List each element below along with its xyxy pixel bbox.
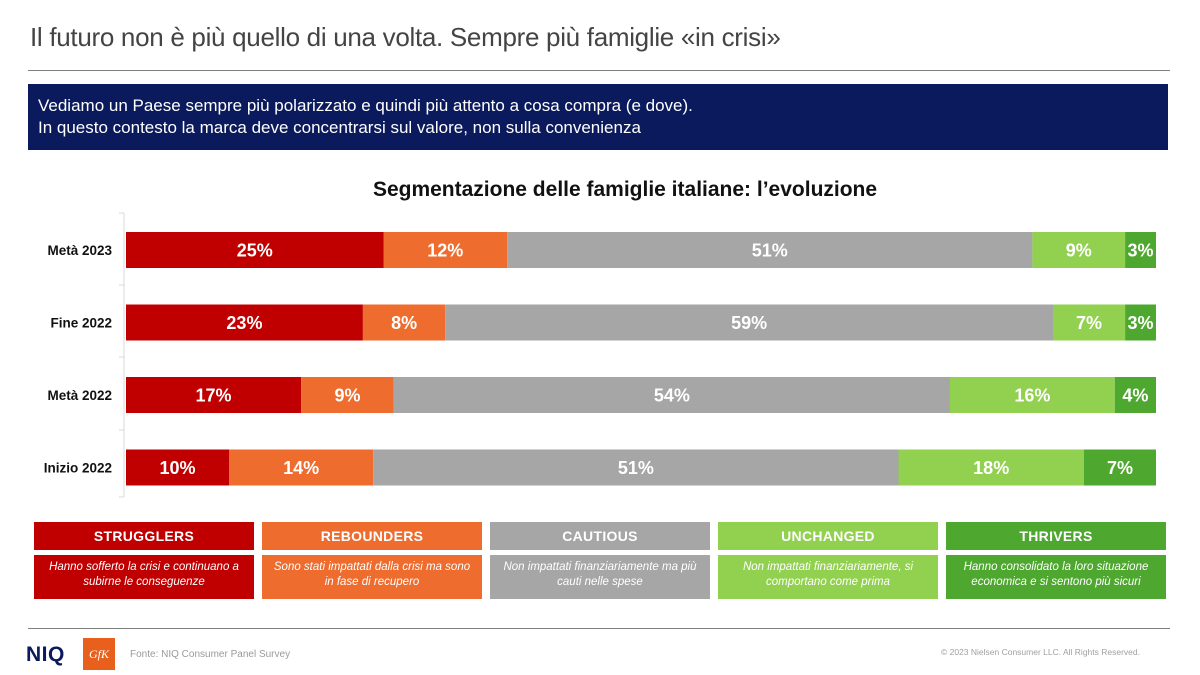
data-label: 4%	[1122, 386, 1148, 406]
data-label: 51%	[618, 458, 654, 478]
banner-line-1: Vediamo un Paese sempre più polarizzato …	[38, 96, 693, 115]
category-label: Inizio 2022	[44, 461, 112, 476]
bar-segment-rebounders	[229, 449, 374, 486]
data-label: 10%	[159, 458, 195, 478]
data-label: 23%	[226, 313, 262, 333]
data-label: 16%	[1014, 386, 1050, 406]
bar-segment-unchanged	[1032, 232, 1126, 268]
data-label: 51%	[752, 241, 788, 261]
data-label: 12%	[427, 241, 463, 261]
legend-item-rebounders: REBOUNDERS Sono stati impattati dalla cri…	[262, 522, 482, 599]
data-label: 9%	[1066, 241, 1092, 261]
chart-title-wrap: Segmentazione delle famiglie italiane: l…	[0, 178, 1200, 202]
legend-segment-name: REBOUNDERS	[262, 522, 482, 550]
bar-segment-strugglers	[126, 449, 229, 486]
stacked-bar-chart: Metà 2023 25% 12% 51% 9% 3% Fine 2022 23% 8% 59% 7…	[44, 212, 1156, 498]
data-label: 8%	[391, 313, 417, 333]
data-label: 7%	[1107, 458, 1133, 478]
bar-segment-rebounders	[383, 232, 508, 268]
gfk-logo: GfK	[83, 638, 115, 670]
bar-segment-cautious	[393, 377, 950, 413]
legend-segment-description: Hanno sofferto la crisi e continuano a s…	[34, 555, 254, 599]
bar-segment-cautious	[445, 304, 1053, 341]
bar-segment-thrivers	[1125, 232, 1156, 268]
copyright-note: © 2023 Nielsen Consumer LLC. All Rights …	[940, 647, 1140, 657]
legend-item-strugglers: STRUGGLERS Hanno sofferto la crisi e cont…	[34, 522, 254, 599]
bar-segment-strugglers	[126, 377, 302, 413]
bar-segment-unchanged	[898, 449, 1084, 486]
legend-item-cautious: CAUTIOUS Non impattati finanziariamente m…	[490, 522, 710, 599]
legend-segment-description: Hanno consolidato la loro situazione eco…	[946, 555, 1166, 599]
legend-segment-name: CAUTIOUS	[490, 522, 710, 550]
footer-divider	[28, 628, 1170, 629]
legend-segment-description: Sono stati impattati dalla crisi ma sono…	[262, 555, 482, 599]
bar-segment-cautious	[507, 232, 1033, 268]
data-label: 7%	[1076, 313, 1102, 333]
source-note: Fonte: NIQ Consumer Panel Survey	[130, 649, 291, 660]
data-label: 18%	[973, 458, 1009, 478]
bar-segment-strugglers	[126, 304, 363, 341]
legend-segment-name: UNCHANGED	[718, 522, 938, 550]
bar-segment-thrivers	[1125, 304, 1156, 341]
data-label: 54%	[654, 386, 690, 406]
key-message-banner: Vediamo un Paese sempre più polarizzato …	[28, 84, 1168, 150]
legend-segment-name: STRUGGLERS	[34, 522, 254, 550]
chart-title: Segmentazione delle famiglie italiane: l…	[372, 178, 878, 201]
niq-logo: NIQ	[26, 643, 65, 666]
bar-segment-unchanged	[1053, 304, 1126, 341]
data-label: 3%	[1128, 241, 1154, 261]
category-label: Fine 2022	[50, 316, 112, 331]
category-label: Metà 2022	[47, 388, 112, 403]
bar-segment-thrivers	[1083, 449, 1156, 486]
bar-segment-thrivers	[1114, 377, 1156, 413]
category-label: Metà 2023	[47, 243, 112, 258]
data-label: 25%	[237, 241, 273, 261]
bar-segment-strugglers	[126, 232, 384, 268]
legend-segment-name: THRIVERS	[946, 522, 1166, 550]
legend-segment-description: Non impattati finanziariamente, si compo…	[718, 555, 938, 599]
data-label: 3%	[1128, 313, 1154, 333]
legend-item-unchanged: UNCHANGED Non impattati finanziariamente,…	[718, 522, 938, 599]
data-label: 14%	[283, 458, 319, 478]
data-label: 59%	[731, 313, 767, 333]
page-title: Il futuro non è più quello di una volta.…	[30, 22, 781, 52]
banner-line-2: In questo contesto la marca deve concent…	[38, 118, 641, 137]
title-divider	[28, 70, 1170, 71]
legend-segment-description: Non impattati finanziariamente ma più ca…	[490, 555, 710, 599]
legend-item-thrivers: THRIVERS Hanno consolidato la loro situaz…	[946, 522, 1166, 599]
bar-segment-cautious	[373, 449, 899, 486]
bar-segment-rebounders	[362, 304, 446, 341]
data-label: 9%	[334, 386, 360, 406]
data-label: 17%	[196, 386, 232, 406]
bar-segment-unchanged	[950, 377, 1115, 413]
bar-segment-rebounders	[301, 377, 394, 413]
